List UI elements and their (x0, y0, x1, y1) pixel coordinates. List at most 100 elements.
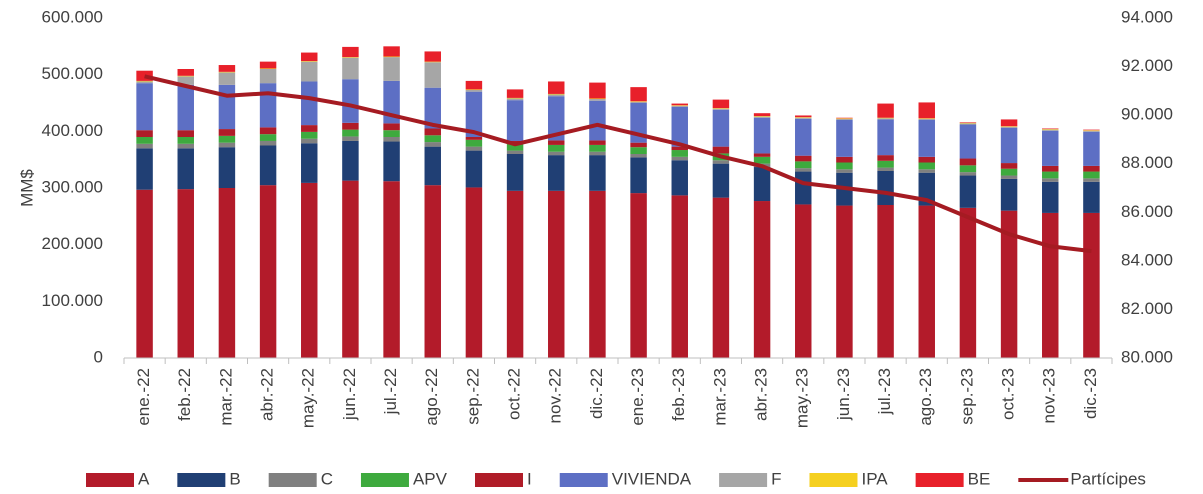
bar-segment (959, 158, 977, 166)
x-tick-label: mar.-22 (216, 368, 235, 426)
x-tick-label: jun.-22 (340, 368, 359, 421)
bar-segment (589, 100, 606, 141)
bar-segment (753, 156, 771, 164)
bar-segment (630, 193, 647, 358)
bar-segment (712, 108, 730, 109)
x-tick-label: ene.-22 (134, 368, 153, 426)
bar-segment (259, 68, 277, 69)
bar-segment (342, 122, 359, 130)
y2-tick-label: 94.000 (1121, 7, 1173, 26)
bar-segment (836, 162, 853, 170)
bar-segment (259, 69, 277, 84)
bar-segment (136, 80, 153, 82)
y-tick-label: 600.000 (42, 7, 103, 26)
bar-segment (424, 142, 441, 147)
y2-tick-label: 82.000 (1121, 299, 1173, 318)
y2-tick-label: 86.000 (1121, 202, 1173, 221)
bar-segment (795, 118, 812, 156)
bar-segment (424, 128, 441, 136)
x-tick-label: may.-22 (299, 368, 318, 428)
bar-segment (753, 153, 771, 157)
bar-segment (342, 129, 359, 137)
bar-segment (1083, 212, 1100, 358)
bar-segment (259, 127, 277, 135)
bar-segment (383, 137, 400, 142)
bar-segment (383, 181, 400, 358)
bar-segment (712, 163, 730, 198)
bar-segment (342, 136, 359, 141)
y-tick-label: 100.000 (42, 291, 103, 310)
x-tick-label: sep.-22 (463, 368, 482, 425)
bar-segment (259, 145, 277, 186)
bar-segment (465, 89, 483, 90)
x-tick-label: feb.-22 (175, 368, 194, 421)
bar-segment (465, 139, 483, 147)
bar-segment (506, 89, 524, 98)
bar-segment (959, 172, 977, 176)
bar-segment (1000, 178, 1018, 211)
bar-segment (630, 154, 647, 158)
legend-swatch (475, 473, 523, 487)
bar-segment (589, 99, 606, 101)
bar-segment (1000, 168, 1018, 176)
bar-segment (465, 80, 483, 90)
bar-segment (630, 142, 647, 148)
line-series (144, 74, 1092, 254)
bar-segment (383, 123, 400, 131)
bar-segment (1083, 131, 1100, 166)
y-tick-label: 400.000 (42, 121, 103, 140)
bar-segment (712, 146, 730, 154)
x-tick-label: mar.-23 (710, 368, 729, 426)
bar-segment (795, 204, 812, 358)
bar-segment (136, 148, 153, 190)
y2-tick-label: 80.000 (1121, 347, 1173, 366)
x-tick-label: dic.-22 (587, 368, 606, 419)
bar-segment (1042, 128, 1059, 130)
bar-segment (177, 143, 194, 149)
bar-segment (630, 147, 647, 154)
bar-segment (1000, 126, 1018, 128)
bar-segment (959, 122, 977, 123)
bar-segment (918, 118, 935, 119)
bar-segment (671, 156, 688, 161)
bar-segment (218, 188, 236, 358)
bar-segment (136, 189, 153, 358)
bar-segment (506, 190, 524, 358)
bar-segment (465, 89, 483, 92)
bar-segment (836, 117, 853, 119)
bar-segment (301, 182, 318, 358)
y-tick-label: 200.000 (42, 234, 103, 253)
bar-segment (342, 46, 359, 58)
bar-segment (259, 83, 277, 128)
bar-segment (342, 57, 359, 58)
y-tick-label: 500.000 (42, 64, 103, 83)
legend-swatch (86, 473, 134, 487)
bar-segment (1083, 181, 1100, 213)
bar-segment (1083, 130, 1100, 131)
bar-segment (136, 70, 153, 81)
bar-segment (795, 155, 812, 162)
bar-segment (1042, 130, 1059, 166)
bar-segment (671, 195, 688, 358)
bar-segment (753, 117, 771, 154)
x-tick-label: abr.-22 (258, 368, 277, 421)
x-tick-label: ago.-23 (916, 368, 935, 426)
bar-segment (506, 143, 524, 151)
bar-segment (753, 201, 771, 358)
y-tick-label: 300.000 (42, 177, 103, 196)
bar-segment (589, 140, 606, 145)
legend-swatch (809, 473, 858, 487)
bar-segment (136, 81, 153, 84)
legend-label: B (229, 469, 240, 488)
bar-segment (424, 87, 441, 129)
bar-segment (918, 102, 935, 119)
bar-segment (877, 155, 894, 161)
legend-swatch (719, 473, 768, 487)
x-tick-label: dic.-23 (1081, 368, 1100, 419)
bar-segment (177, 148, 194, 190)
bar-segment (589, 155, 606, 191)
bar-segment (218, 129, 236, 136)
bar-segment (836, 118, 853, 120)
bar-segment (548, 81, 565, 94)
legend-label: APV (413, 469, 448, 488)
